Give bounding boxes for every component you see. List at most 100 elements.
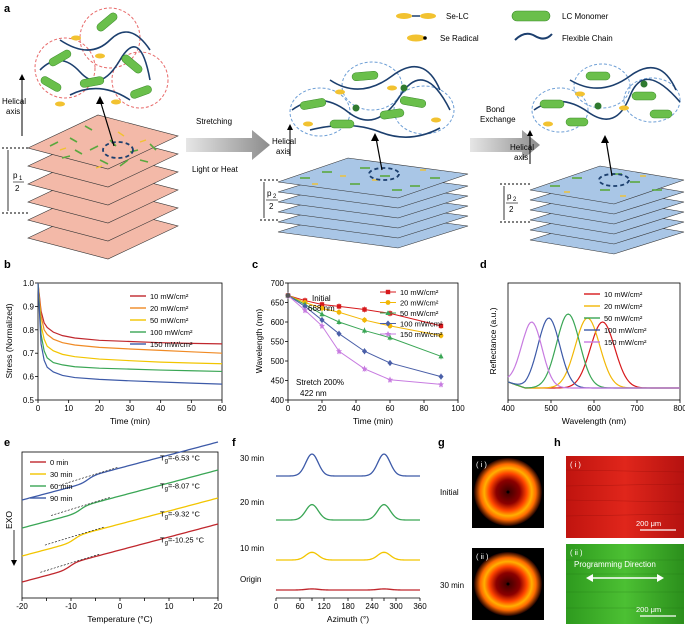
c-data-point: [302, 307, 308, 314]
c-ytick-label: 650: [271, 299, 285, 308]
e-tg-label: Tg=-10.25 °C: [160, 536, 205, 547]
panel-e-ylabel: EXO: [4, 511, 14, 529]
b-xtick-label: 40: [156, 404, 165, 413]
helical-axis-3b: axis: [514, 153, 528, 162]
panel-e: e -20 -10 0 10 20 0 min Tg=-10.25 °C 30 min Tg=…: [4, 437, 223, 624]
b-legend-label: 150 mW/cm²: [150, 340, 193, 349]
panel-g: g ( i ) ( ii ) Initial 30 min: [438, 437, 544, 620]
b-series-line: [37, 282, 223, 373]
panel-a: a Se-LC Se Radical LC Monomer Flexible C…: [2, 3, 685, 260]
d-legend-label: 10 mW/cm²: [604, 290, 643, 299]
e-tg-label: Tg=-6.53 °C: [160, 454, 200, 465]
g-label-ii: ( ii ): [476, 552, 489, 561]
f-series-label: Origin: [240, 575, 261, 584]
pitch-1-den: 2: [15, 184, 20, 193]
legend-se-radical: Se Radical: [440, 34, 479, 43]
f-xtick-label: 60: [296, 602, 305, 611]
c-data-point: [361, 327, 368, 333]
exchange-arrow: [470, 130, 540, 160]
b-xtick-label: 60: [218, 404, 227, 413]
g-row-30min: 30 min: [440, 581, 464, 590]
b-ytick-label: 0.5: [23, 396, 35, 405]
b-series-line: [37, 282, 223, 385]
b-series-line: [37, 282, 223, 365]
pitch-1-num: p: [13, 171, 18, 180]
pitch-3-den: 2: [509, 205, 514, 214]
b-series-line: [37, 282, 223, 354]
c-data-point: [362, 307, 367, 312]
schematic-legend: Se-LC Se Radical LC Monomer Flexible Cha…: [396, 10, 613, 43]
panel-h: h ( i ) 200 μm ( ii ) Programming Direct…: [554, 437, 685, 624]
f-series-line: [276, 453, 420, 477]
e-legend-label: 30 min: [50, 470, 73, 479]
c-initial-point: [285, 293, 291, 298]
helical-axis-1a: Helical: [2, 97, 26, 106]
legend-flexible-chain: Flexible Chain: [562, 34, 613, 43]
d-series-line: [507, 313, 680, 389]
d-legend-label: 150 mW/cm²: [604, 338, 647, 347]
c-legend-label: 50 mW/cm²: [400, 309, 439, 318]
c-xtick-label: 60: [386, 404, 395, 413]
f-xtick-label: 0: [274, 602, 279, 611]
pitch-2-sub: 2: [273, 194, 277, 200]
c-annot-initial-2: 668 nm: [308, 304, 335, 313]
b-legend-label: 10 mW/cm²: [150, 292, 189, 301]
c-legend-marker: [385, 289, 391, 295]
panel-c-xlabel: Time (min): [353, 416, 393, 426]
blue-layer-stack-middle: [277, 157, 469, 249]
panel-d-ylabel: Reflectance (a.u.): [488, 307, 498, 374]
panel-f-label: f: [232, 437, 236, 449]
e-xtick-label: -20: [16, 602, 28, 611]
c-ytick-label: 500: [271, 357, 285, 366]
lc-monomer-icon: [511, 10, 551, 22]
legend-lc-monomer: LC Monomer: [562, 12, 609, 21]
c-data-point: [319, 317, 325, 324]
c-data-point: [319, 311, 325, 317]
d-legend-label: 20 mW/cm²: [604, 302, 643, 311]
pink-layer-stack: [27, 114, 179, 260]
h-label-ii: ( ii ): [570, 548, 583, 557]
c-xtick-label: 0: [286, 404, 291, 413]
b-ytick-label: 1.0: [23, 279, 35, 288]
c-ytick-label: 400: [271, 396, 285, 405]
panel-f-xlabel: Azimuth (°): [327, 614, 369, 624]
c-data-point: [336, 304, 342, 309]
panel-d-label: d: [480, 259, 487, 271]
helical-axis-2b: axis: [276, 147, 290, 156]
g-label-i: ( i ): [476, 460, 487, 469]
c-legend-marker: [385, 300, 391, 305]
panel-h-label: h: [554, 437, 561, 449]
c-data-point: [336, 309, 342, 315]
panel-e-xlabel: Temperature (°C): [87, 614, 152, 624]
e-tangent-line: [40, 554, 100, 573]
c-annot-stretch-2: 422 nm: [300, 389, 327, 398]
c-data-point: [336, 319, 342, 324]
c-ytick-label: 600: [271, 318, 285, 327]
c-data-point: [319, 305, 325, 311]
f-xtick-label: 300: [389, 602, 403, 611]
e-legend-label: 90 min: [50, 494, 73, 503]
pom-image-initial: [566, 456, 684, 538]
c-data-point: [438, 333, 444, 339]
f-series-line: [276, 551, 420, 561]
pitch-3-sub: 2: [513, 197, 517, 203]
d-xtick-label: 700: [630, 404, 644, 413]
b-ytick-label: 0.9: [23, 302, 35, 311]
se-radical-icon: [407, 34, 427, 42]
e-xtick-label: 10: [165, 602, 174, 611]
f-xtick-label: 360: [413, 602, 427, 611]
arrow2-top: Bond: [486, 105, 505, 114]
e-series-line: [21, 497, 219, 557]
e-legend-label: 60 min: [50, 482, 73, 491]
e-xtick-label: 20: [214, 602, 223, 611]
legend-se-lc: Se-LC: [446, 12, 469, 21]
e-tangent-line: [44, 526, 104, 546]
c-data-point: [302, 303, 308, 310]
g-row-initial: Initial: [440, 488, 459, 497]
c-annot-stretch-1: Stretch 200%: [296, 378, 344, 387]
b-xtick-label: 10: [64, 404, 73, 413]
b-xtick-label: 20: [95, 404, 104, 413]
e-tg-label: Tg=-9.32 °C: [160, 510, 200, 521]
helical-axis-3a: Helical: [510, 143, 534, 152]
panel-c-label: c: [252, 259, 258, 271]
